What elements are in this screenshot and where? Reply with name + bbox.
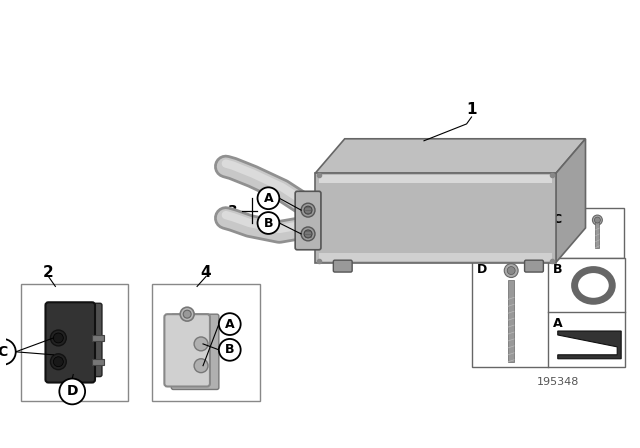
Circle shape [593, 215, 602, 225]
Text: C: C [553, 213, 562, 226]
FancyBboxPatch shape [295, 191, 321, 250]
Circle shape [301, 203, 315, 217]
Circle shape [60, 379, 85, 405]
Polygon shape [315, 173, 556, 263]
Circle shape [595, 217, 600, 223]
Circle shape [53, 357, 63, 366]
Polygon shape [315, 139, 586, 173]
FancyBboxPatch shape [172, 314, 219, 389]
Polygon shape [319, 253, 552, 261]
Circle shape [51, 330, 67, 346]
FancyBboxPatch shape [164, 314, 210, 387]
Circle shape [257, 187, 279, 209]
Circle shape [304, 206, 312, 214]
Bar [20, 284, 128, 401]
Text: A: A [264, 192, 273, 205]
Text: 3: 3 [227, 204, 237, 218]
Circle shape [183, 310, 191, 318]
Circle shape [194, 359, 208, 373]
Circle shape [301, 227, 315, 241]
Bar [595, 222, 600, 248]
Text: A: A [553, 317, 563, 330]
FancyBboxPatch shape [363, 225, 382, 237]
Text: 4: 4 [201, 265, 211, 280]
Text: D: D [477, 263, 487, 276]
Text: C: C [0, 345, 8, 359]
Bar [548, 208, 624, 258]
Circle shape [53, 333, 63, 343]
Circle shape [0, 339, 16, 365]
Circle shape [504, 263, 518, 277]
Circle shape [194, 337, 208, 351]
FancyBboxPatch shape [45, 302, 95, 383]
Bar [472, 258, 625, 366]
Polygon shape [557, 331, 621, 359]
Circle shape [219, 313, 241, 335]
Text: 1: 1 [467, 102, 477, 116]
FancyBboxPatch shape [54, 303, 102, 377]
Text: 195348: 195348 [536, 377, 579, 387]
Polygon shape [556, 139, 586, 263]
Circle shape [304, 230, 312, 238]
FancyBboxPatch shape [525, 260, 543, 272]
Text: 2: 2 [43, 265, 54, 280]
Circle shape [219, 339, 241, 361]
Circle shape [508, 267, 515, 275]
Bar [508, 280, 514, 362]
Text: D: D [67, 384, 78, 398]
Circle shape [51, 354, 67, 370]
Polygon shape [319, 176, 552, 183]
Text: B: B [225, 343, 234, 356]
Text: B: B [264, 216, 273, 229]
FancyBboxPatch shape [554, 225, 573, 237]
FancyBboxPatch shape [333, 260, 352, 272]
Bar [152, 284, 259, 401]
Text: A: A [225, 318, 235, 331]
Bar [92, 359, 104, 365]
Text: B: B [553, 263, 563, 276]
Bar [92, 335, 104, 341]
Circle shape [180, 307, 194, 321]
Circle shape [257, 212, 279, 234]
